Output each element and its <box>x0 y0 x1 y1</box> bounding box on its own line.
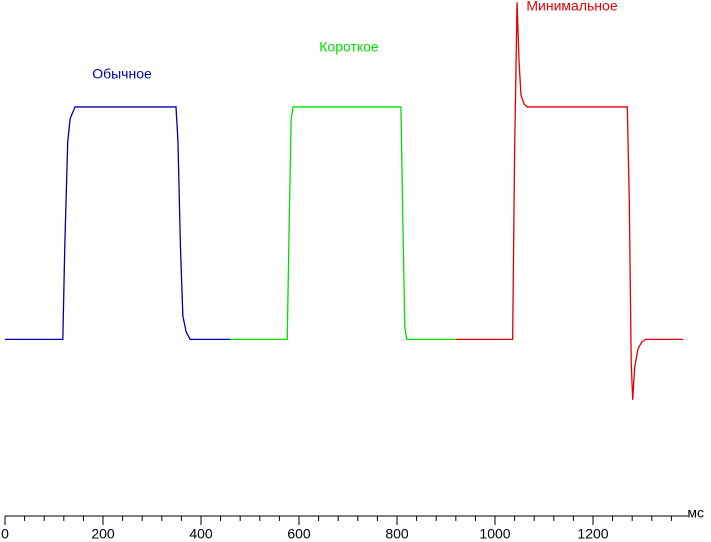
x-tick-label: 400 <box>189 526 213 542</box>
x-tick-label: 1000 <box>479 526 510 542</box>
x-tick-label: 0 <box>1 526 9 542</box>
x-tick-label: 600 <box>287 526 311 542</box>
series-label: Короткое <box>319 39 379 55</box>
x-tick-label: 800 <box>385 526 409 542</box>
x-axis-label: мс <box>687 505 704 521</box>
series-label: Минимальное <box>526 0 617 14</box>
series-line <box>230 106 456 340</box>
x-tick-label: 200 <box>91 526 115 542</box>
series-line <box>455 2 684 400</box>
x-tick-label: 1200 <box>577 526 608 542</box>
series-label: Обычное <box>92 66 152 82</box>
series-line <box>5 106 231 340</box>
